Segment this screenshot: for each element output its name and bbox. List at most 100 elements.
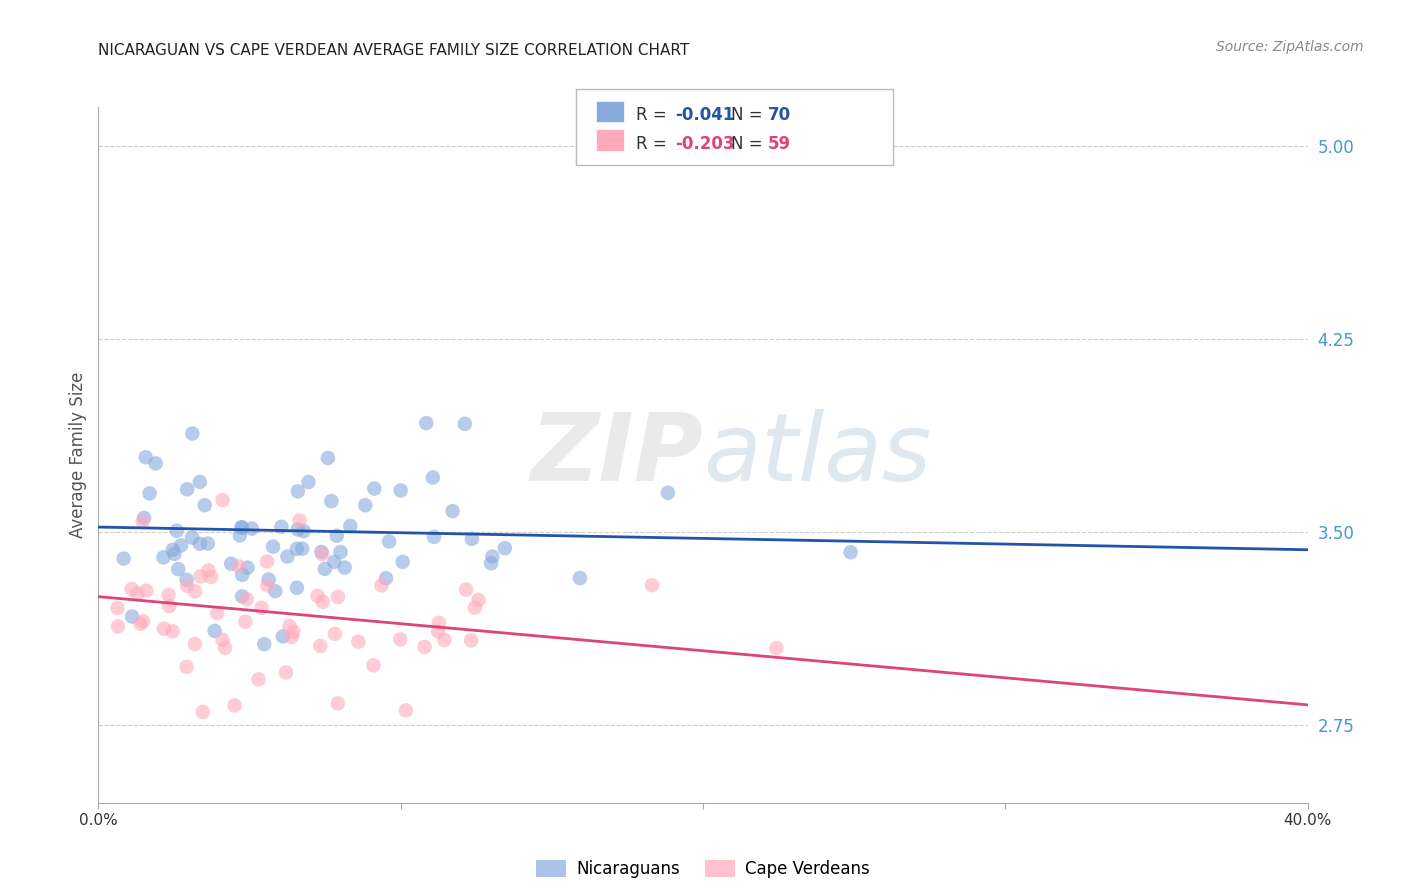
- Point: [427, 624, 450, 639]
- Point: [363, 658, 385, 673]
- Point: [281, 630, 304, 644]
- Point: [157, 599, 180, 614]
- Point: [326, 529, 349, 543]
- Point: [236, 560, 259, 574]
- Point: [329, 545, 352, 559]
- Point: [333, 560, 356, 574]
- Point: [641, 578, 664, 592]
- Point: [190, 569, 212, 583]
- Point: [326, 590, 349, 604]
- Point: [375, 571, 398, 585]
- Point: [278, 619, 301, 633]
- Point: [127, 586, 149, 600]
- Point: [422, 470, 444, 484]
- Point: [270, 520, 292, 534]
- Point: [395, 703, 418, 717]
- Point: [316, 450, 339, 465]
- Point: [427, 615, 450, 630]
- Point: [441, 504, 464, 518]
- Point: [363, 482, 385, 496]
- Point: [138, 486, 160, 500]
- Point: [211, 493, 233, 508]
- Text: R =: R =: [636, 135, 672, 153]
- Point: [132, 614, 155, 628]
- Point: [461, 532, 484, 546]
- Point: [240, 522, 263, 536]
- Point: [107, 601, 129, 615]
- Point: [247, 673, 270, 687]
- Point: [339, 519, 361, 533]
- Point: [121, 582, 143, 596]
- Point: [378, 534, 401, 549]
- Point: [135, 450, 157, 465]
- Point: [309, 639, 332, 653]
- Point: [231, 589, 253, 603]
- Point: [162, 542, 184, 557]
- Point: [287, 523, 309, 537]
- Point: [184, 584, 207, 599]
- Point: [262, 540, 284, 554]
- Point: [204, 624, 226, 638]
- Point: [253, 637, 276, 651]
- Point: [152, 550, 174, 565]
- Point: [224, 698, 246, 713]
- Text: NICARAGUAN VS CAPE VERDEAN AVERAGE FAMILY SIZE CORRELATION CHART: NICARAGUAN VS CAPE VERDEAN AVERAGE FAMIL…: [98, 43, 690, 58]
- Point: [285, 581, 308, 595]
- Point: [181, 531, 204, 545]
- Point: [311, 547, 333, 561]
- Point: [568, 571, 591, 585]
- Point: [314, 562, 336, 576]
- Text: 59: 59: [768, 135, 790, 153]
- Point: [176, 579, 198, 593]
- Point: [153, 622, 176, 636]
- Point: [231, 520, 253, 534]
- Point: [287, 484, 309, 499]
- Point: [135, 583, 157, 598]
- Point: [176, 482, 198, 496]
- Point: [323, 555, 346, 569]
- Point: [481, 549, 503, 564]
- Point: [231, 521, 253, 535]
- Point: [256, 578, 278, 592]
- Point: [389, 483, 412, 498]
- Point: [163, 547, 186, 561]
- Point: [454, 417, 477, 431]
- Text: atlas: atlas: [703, 409, 931, 500]
- Point: [297, 475, 319, 489]
- Point: [291, 541, 314, 556]
- Point: [176, 660, 198, 674]
- Point: [191, 705, 214, 719]
- Point: [145, 457, 167, 471]
- Point: [167, 562, 190, 576]
- Point: [233, 615, 256, 629]
- Y-axis label: Average Family Size: Average Family Size: [69, 372, 87, 538]
- Point: [276, 549, 298, 564]
- Point: [413, 640, 436, 654]
- Point: [370, 578, 392, 592]
- Text: 70: 70: [768, 106, 790, 124]
- Text: ZIP: ZIP: [530, 409, 703, 501]
- Point: [494, 541, 516, 556]
- Point: [229, 528, 252, 542]
- Point: [188, 475, 211, 489]
- Point: [839, 545, 862, 559]
- Point: [197, 563, 219, 577]
- Point: [264, 584, 287, 599]
- Text: -0.041: -0.041: [675, 106, 734, 124]
- Point: [188, 537, 211, 551]
- Point: [415, 416, 437, 430]
- Text: N =: N =: [731, 135, 768, 153]
- Point: [231, 567, 253, 582]
- Point: [283, 624, 305, 639]
- Point: [285, 541, 308, 556]
- Point: [129, 616, 152, 631]
- Point: [219, 557, 242, 571]
- Point: [211, 632, 233, 647]
- Point: [479, 556, 502, 570]
- Point: [321, 494, 343, 508]
- Point: [197, 536, 219, 550]
- Point: [354, 498, 377, 512]
- Point: [423, 530, 446, 544]
- Point: [181, 426, 204, 441]
- Point: [257, 573, 280, 587]
